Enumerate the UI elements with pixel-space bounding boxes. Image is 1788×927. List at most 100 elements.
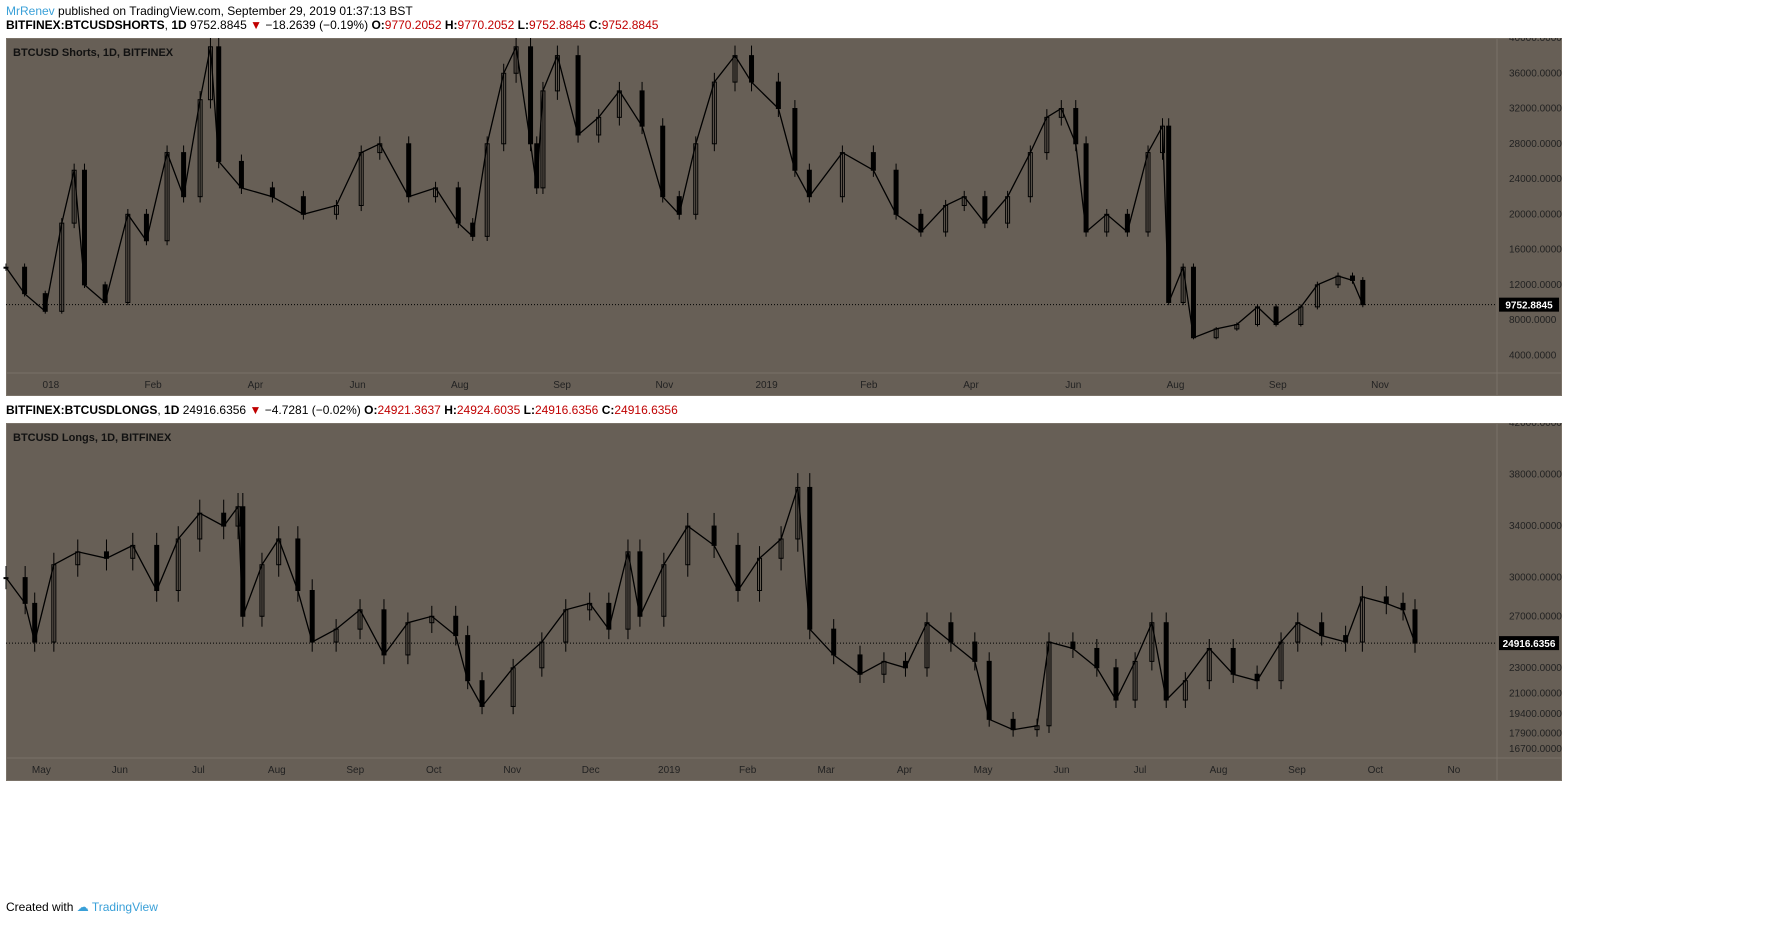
candle-body — [711, 525, 717, 546]
bottom-last-price: 24916.6356 — [182, 403, 247, 417]
price-line — [5, 44, 1364, 339]
publish-info: published on TradingView.com, September … — [58, 4, 413, 18]
candle-body — [309, 590, 315, 643]
x-tick-label: Jun — [1065, 380, 1081, 391]
candle-body — [972, 641, 978, 662]
x-tick-label: Apr — [248, 380, 264, 391]
x-tick-label: Apr — [963, 380, 979, 391]
candle-body — [528, 46, 534, 145]
x-tick-label: Feb — [860, 380, 878, 391]
x-tick-label: 018 — [43, 380, 60, 391]
candle-body — [982, 196, 988, 224]
y-tick-label: 32000.0000 — [1509, 104, 1562, 115]
y-tick-label: 28000.0000 — [1509, 139, 1562, 150]
plot-area — [6, 38, 1562, 373]
x-tick-label: Oct — [1368, 765, 1384, 776]
x-tick-label: Aug — [268, 765, 286, 776]
last-price-label: 9752.8845 — [1505, 301, 1553, 312]
tradingview-link[interactable]: TradingView — [91, 900, 158, 914]
x-tick-label: 2019 — [755, 380, 778, 391]
y-tick-label: 27000.0000 — [1509, 611, 1562, 622]
candle-body — [22, 577, 28, 604]
candle-body — [870, 152, 876, 171]
down-arrow-icon: ▼ — [250, 18, 262, 32]
y-tick-label: 17900.0000 — [1509, 729, 1562, 740]
x-tick-label: Sep — [553, 380, 571, 391]
plot-area — [6, 423, 1562, 758]
candle-body — [300, 196, 306, 215]
y-tick-label: 19400.0000 — [1509, 709, 1562, 720]
bottom-high: 24924.6035 — [456, 403, 521, 417]
pane-border — [6, 423, 1562, 781]
time-axis-area — [6, 373, 1562, 396]
candle-body — [1319, 622, 1325, 637]
x-tick-label: Nov — [1371, 380, 1389, 391]
x-tick-label: Jun — [112, 765, 128, 776]
x-tick-label: May — [32, 765, 51, 776]
x-tick-label: Sep — [1269, 380, 1287, 391]
top-ohlc-legend: BITFINEX:BTCUSDSHORTS, 1D 9752.8845 ▼ −1… — [6, 18, 659, 32]
y-tick-label: 24000.0000 — [1509, 174, 1562, 185]
x-tick-label: Sep — [346, 765, 364, 776]
candle-body — [831, 628, 837, 656]
candle-body — [455, 187, 461, 224]
bottom-low: 24916.6356 — [534, 403, 599, 417]
bottom-close: 24916.6356 — [614, 403, 678, 417]
candle-body — [1412, 609, 1418, 644]
candle-body — [22, 266, 28, 295]
tradingview-logo-icon: ☁ — [76, 900, 89, 914]
top-last-price: 9752.8845 — [190, 18, 247, 32]
created-with-text: Created with — [6, 900, 74, 914]
candle-body — [735, 544, 741, 591]
x-tick-label: Feb — [145, 380, 163, 391]
candle-body — [1073, 108, 1079, 145]
bottom-symbol[interactable]: BITFINEX:BTCUSDLONGS — [6, 403, 158, 417]
x-tick-label: Oct — [426, 765, 442, 776]
pane-title: BTCUSD Shorts, 1D, BITFINEX — [13, 47, 174, 59]
x-tick-label: May — [974, 765, 993, 776]
last-price-label: 24916.6356 — [1503, 639, 1556, 650]
last-price-badge — [1499, 297, 1559, 312]
x-tick-label: Feb — [739, 765, 757, 776]
candle-body — [775, 81, 781, 110]
candle-body — [806, 169, 812, 198]
candle-body — [749, 55, 755, 83]
candle-body — [639, 90, 645, 127]
top-close: 9752.8845 — [601, 18, 659, 32]
y-tick-label: 8000.0000 — [1509, 315, 1557, 326]
candle-body — [238, 160, 244, 189]
candle-body — [295, 538, 301, 591]
candle-body — [1230, 647, 1236, 675]
price-line — [5, 487, 1416, 731]
publish-byline: MrRenev published on TradingView.com, Se… — [6, 4, 413, 18]
x-tick-label: Aug — [1167, 380, 1185, 391]
footer: Created with ☁ TradingView — [6, 900, 158, 914]
candle-body — [948, 622, 954, 643]
pane-title: BTCUSD Longs, 1D, BITFINEX — [13, 432, 172, 444]
candle-body — [1273, 306, 1279, 326]
candle-body — [918, 213, 924, 233]
candle-body — [857, 654, 863, 675]
candle-body — [792, 108, 798, 171]
shorts-chart-pane[interactable]: BTCUSD Shorts, 1D, BITFINEX 4000.0000 8000… — [0, 38, 1788, 403]
y-tick-label: 38000.0000 — [1509, 470, 1562, 481]
candle-body — [406, 143, 412, 198]
x-tick-label: Apr — [897, 765, 913, 776]
y-tick-label: 40000.0000 — [1509, 38, 1562, 44]
author-link[interactable]: MrRenev — [6, 4, 55, 18]
top-symbol[interactable]: BITFINEX:BTCUSDSHORTS — [6, 18, 165, 32]
candle-body — [154, 544, 160, 591]
candle-body — [381, 609, 387, 656]
top-low: 9752.8845 — [528, 18, 586, 32]
down-arrow-icon: ▼ — [249, 403, 262, 417]
y-tick-label: 36000.0000 — [1509, 68, 1562, 79]
candle-body — [1094, 647, 1100, 669]
candle-body — [893, 169, 899, 215]
y-tick-label: 42000.0000 — [1509, 423, 1562, 429]
longs-chart-pane[interactable]: BTCUSD Longs, 1D, BITFINEX 16700.0000 1790… — [0, 423, 1788, 788]
bottom-open: 24921.3637 — [377, 403, 441, 417]
top-change: −18.2639 (−0.19%) — [265, 18, 369, 32]
candle-body — [986, 660, 992, 720]
candle-body — [453, 615, 459, 637]
y-tick-label: 16000.0000 — [1509, 245, 1562, 256]
